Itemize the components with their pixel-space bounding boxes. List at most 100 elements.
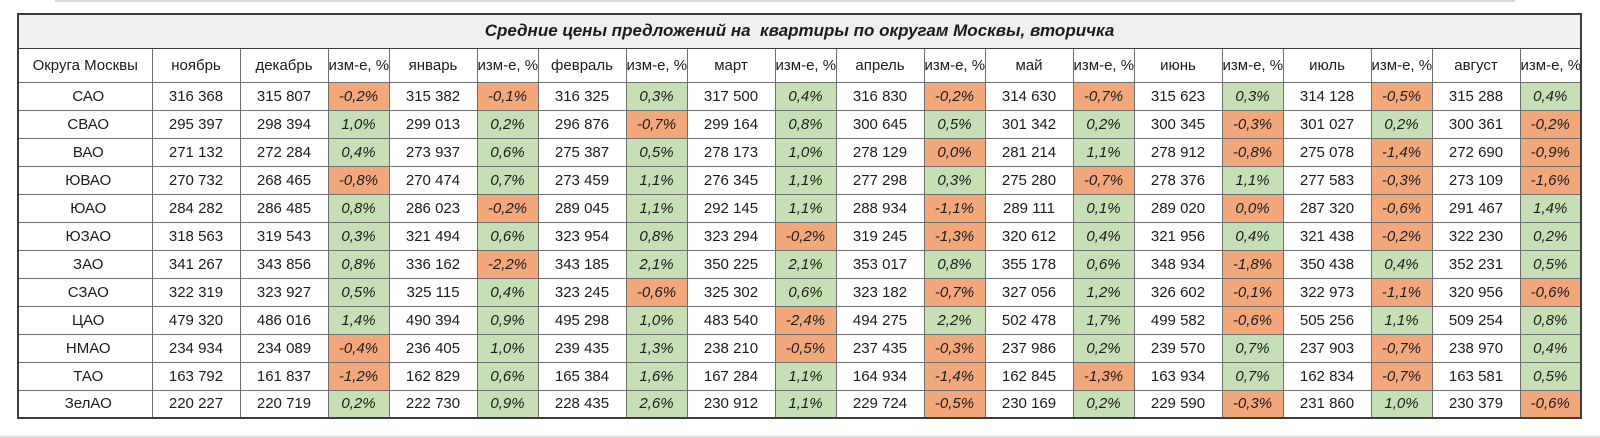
- change-cell: 0,0%: [923, 137, 986, 167]
- price-cell: 162 829: [388, 361, 478, 391]
- table-row-СВАО: СВАО 295 397 298 394 1,0% 299 013 0,2% 296 876…: [17, 109, 1582, 139]
- table-row-САО: САО 316 368 315 807 -0,2% 315 382 -0,1% 316 32…: [17, 81, 1582, 111]
- change-cell: 1,4%: [1519, 193, 1582, 223]
- change-cell: -1,4%: [1370, 137, 1433, 167]
- price-cell: 237 903: [1282, 333, 1372, 363]
- price-cell: 341 267: [151, 249, 241, 279]
- price-cell: 230 379: [1431, 389, 1521, 419]
- price-cell: 315 623: [1133, 81, 1223, 111]
- change-cell: -0,7%: [1370, 333, 1433, 363]
- price-cell: 319 245: [835, 221, 925, 251]
- change-cell: 2,2%: [923, 305, 986, 335]
- column-header-month-4: февраль: [537, 47, 627, 83]
- change-cell: 1,1%: [1370, 305, 1433, 335]
- price-cell: 276 345: [686, 165, 776, 195]
- change-cell: -0,2%: [476, 193, 539, 223]
- price-cell: 278 912: [1133, 137, 1223, 167]
- price-cell: 288 934: [835, 193, 925, 223]
- price-cell: 238 970: [1431, 333, 1521, 363]
- price-cell: 230 912: [686, 389, 776, 419]
- change-cell: -0,2%: [327, 81, 390, 111]
- column-header-change: изм-е, %: [625, 47, 688, 83]
- region-label: СЗАО: [17, 277, 153, 307]
- price-cell: 321 956: [1133, 221, 1223, 251]
- change-cell: -0,3%: [1370, 165, 1433, 195]
- price-cell: 273 459: [537, 165, 627, 195]
- price-cell: 277 298: [835, 165, 925, 195]
- region-label: ЮЗАО: [17, 221, 153, 251]
- change-cell: 0,8%: [327, 193, 390, 223]
- change-cell: -0,6%: [1370, 193, 1433, 223]
- price-cell: 509 254: [1431, 305, 1521, 335]
- change-cell: 0,3%: [625, 81, 688, 111]
- price-cell: 220 719: [239, 389, 329, 419]
- change-cell: -0,3%: [923, 333, 986, 363]
- column-header-region: Округа Москвы: [17, 47, 153, 83]
- price-cell: 300 345: [1133, 109, 1223, 139]
- price-cell: 317 500: [686, 81, 776, 111]
- region-label: ЮВАО: [17, 165, 153, 195]
- column-header-month-5: март: [686, 47, 776, 83]
- change-cell: 1,0%: [476, 333, 539, 363]
- column-header-month-3: январь: [388, 47, 478, 83]
- price-cell: 326 602: [1133, 277, 1223, 307]
- change-cell: 0,4%: [1519, 333, 1582, 363]
- change-cell: 1,7%: [1072, 305, 1135, 335]
- price-cell: 278 129: [835, 137, 925, 167]
- change-cell: 1,1%: [774, 361, 837, 391]
- price-cell: 352 231: [1431, 249, 1521, 279]
- price-cell: 322 973: [1282, 277, 1372, 307]
- price-cell: 275 078: [1282, 137, 1372, 167]
- change-cell: -0,5%: [923, 389, 986, 419]
- price-cell: 275 280: [984, 165, 1074, 195]
- change-cell: 0,5%: [1519, 361, 1582, 391]
- price-cell: 295 397: [151, 109, 241, 139]
- change-cell: 1,2%: [1072, 277, 1135, 307]
- price-cell: 238 210: [686, 333, 776, 363]
- change-cell: -1,1%: [923, 193, 986, 223]
- change-cell: -2,4%: [774, 305, 837, 335]
- change-cell: -0,5%: [1370, 81, 1433, 111]
- change-cell: -0,1%: [476, 81, 539, 111]
- change-cell: -0,8%: [1221, 137, 1284, 167]
- region-label: ЗАО: [17, 249, 153, 279]
- change-cell: -0,2%: [1370, 221, 1433, 251]
- column-header-month-8: июнь: [1133, 47, 1223, 83]
- price-cell: 236 405: [388, 333, 478, 363]
- price-cell: 353 017: [835, 249, 925, 279]
- price-cell: 286 485: [239, 193, 329, 223]
- column-header-month-2: декабрь: [239, 47, 329, 83]
- column-header-change: изм-е, %: [1221, 47, 1284, 83]
- change-cell: 0,8%: [625, 221, 688, 251]
- price-cell: 321 494: [388, 221, 478, 251]
- change-cell: -0,5%: [774, 333, 837, 363]
- change-cell: 0,5%: [1519, 249, 1582, 279]
- spreadsheet-region: Средние цены предложений на квартиры по …: [17, 13, 1582, 419]
- price-cell: 316 325: [537, 81, 627, 111]
- change-cell: -0,7%: [1370, 361, 1433, 391]
- change-cell: 1,1%: [1221, 165, 1284, 195]
- price-cell: 163 934: [1133, 361, 1223, 391]
- price-cell: 495 298: [537, 305, 627, 335]
- table-row-ЦАО: ЦАО 479 320 486 016 1,4% 490 394 0,9% 495 298 1…: [17, 305, 1582, 335]
- price-cell: 298 394: [239, 109, 329, 139]
- change-cell: 0,2%: [1519, 221, 1582, 251]
- price-cell: 323 182: [835, 277, 925, 307]
- region-label: СВАО: [17, 109, 153, 139]
- price-cell: 315 807: [239, 81, 329, 111]
- table-row-ЮВАО: ЮВАО 270 732 268 465 -0,8% 270 474 0,7% 273 45…: [17, 165, 1582, 195]
- region-label: ЮАО: [17, 193, 153, 223]
- price-cell: 299 013: [388, 109, 478, 139]
- change-cell: -0,2%: [774, 221, 837, 251]
- change-cell: -0,4%: [327, 333, 390, 363]
- change-cell: -1,1%: [1370, 277, 1433, 307]
- change-cell: 0,1%: [1072, 193, 1135, 223]
- column-header-change: изм-е, %: [1072, 47, 1135, 83]
- price-cell: 502 478: [984, 305, 1074, 335]
- column-header-month-1: ноябрь: [151, 47, 241, 83]
- change-cell: -1,6%: [1519, 165, 1582, 195]
- price-cell: 327 056: [984, 277, 1074, 307]
- price-cell: 320 956: [1431, 277, 1521, 307]
- price-cell: 490 394: [388, 305, 478, 335]
- change-cell: 0,2%: [327, 389, 390, 419]
